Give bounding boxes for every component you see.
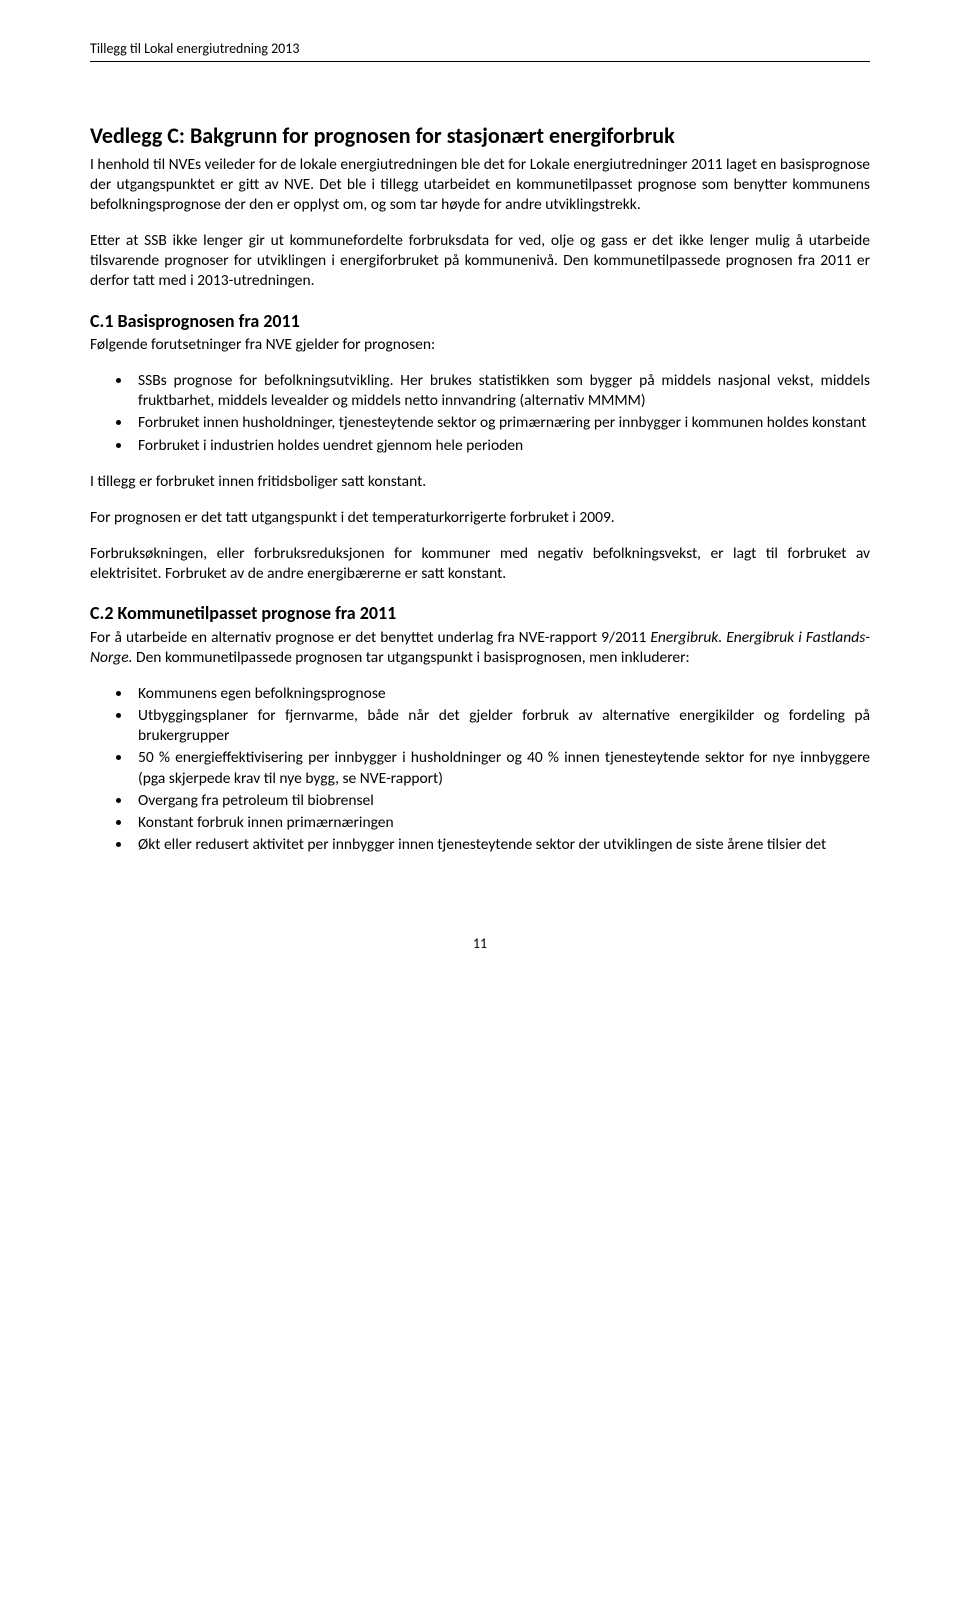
section-c2-heading: C.2 Kommunetilpasset prognose fra 2011 [90,602,870,625]
list-item: Overgang fra petroleum til biobrensel [132,791,870,811]
section-c1-p3: Forbruksøkningen, eller forbruksreduksjo… [90,544,870,584]
list-item: Kommunens egen befolkningsprognose [132,684,870,704]
intro-paragraph-1: I henhold til NVEs veileder for de lokal… [90,155,870,215]
running-header: Tillegg til Lokal energiutredning 2013 [90,40,870,62]
section-c1-bullets: SSBs prognose for befolkningsutvikling. … [90,371,870,456]
list-item: 50 % energieffektivisering per innbygger… [132,748,870,788]
list-item: Utbyggingsplaner for fjernvarme, både nå… [132,706,870,746]
section-c1-p1: I tillegg er forbruket innen fritidsboli… [90,472,870,492]
list-item: Forbruket i industrien holdes uendret gj… [132,436,870,456]
section-c1-lead: Følgende forutsetninger fra NVE gjelder … [90,335,870,355]
section-c2-lead-c: Den kommunetilpassede prognosen tar utga… [133,648,690,667]
list-item: Økt eller redusert aktivitet per innbygg… [132,835,870,855]
list-item: Forbruket innen husholdninger, tjenestey… [132,413,870,433]
section-c2-bullets: Kommunens egen befolkningsprognose Utbyg… [90,684,870,855]
section-c2-lead-a: For å utarbeide en alternativ prognose e… [90,628,650,647]
page-number: 11 [90,935,870,953]
intro-paragraph-2: Etter at SSB ikke lenger gir ut kommunef… [90,231,870,291]
section-c2-lead: For å utarbeide en alternativ prognose e… [90,628,870,668]
section-c1-p2: For prognosen er det tatt utgangspunkt i… [90,508,870,528]
list-item: Konstant forbruk innen primærnæringen [132,813,870,833]
list-item: SSBs prognose for befolkningsutvikling. … [132,371,870,411]
page-title: Vedlegg C: Bakgrunn for prognosen for st… [90,122,870,151]
section-c1-heading: C.1 Basisprognosen fra 2011 [90,310,870,333]
